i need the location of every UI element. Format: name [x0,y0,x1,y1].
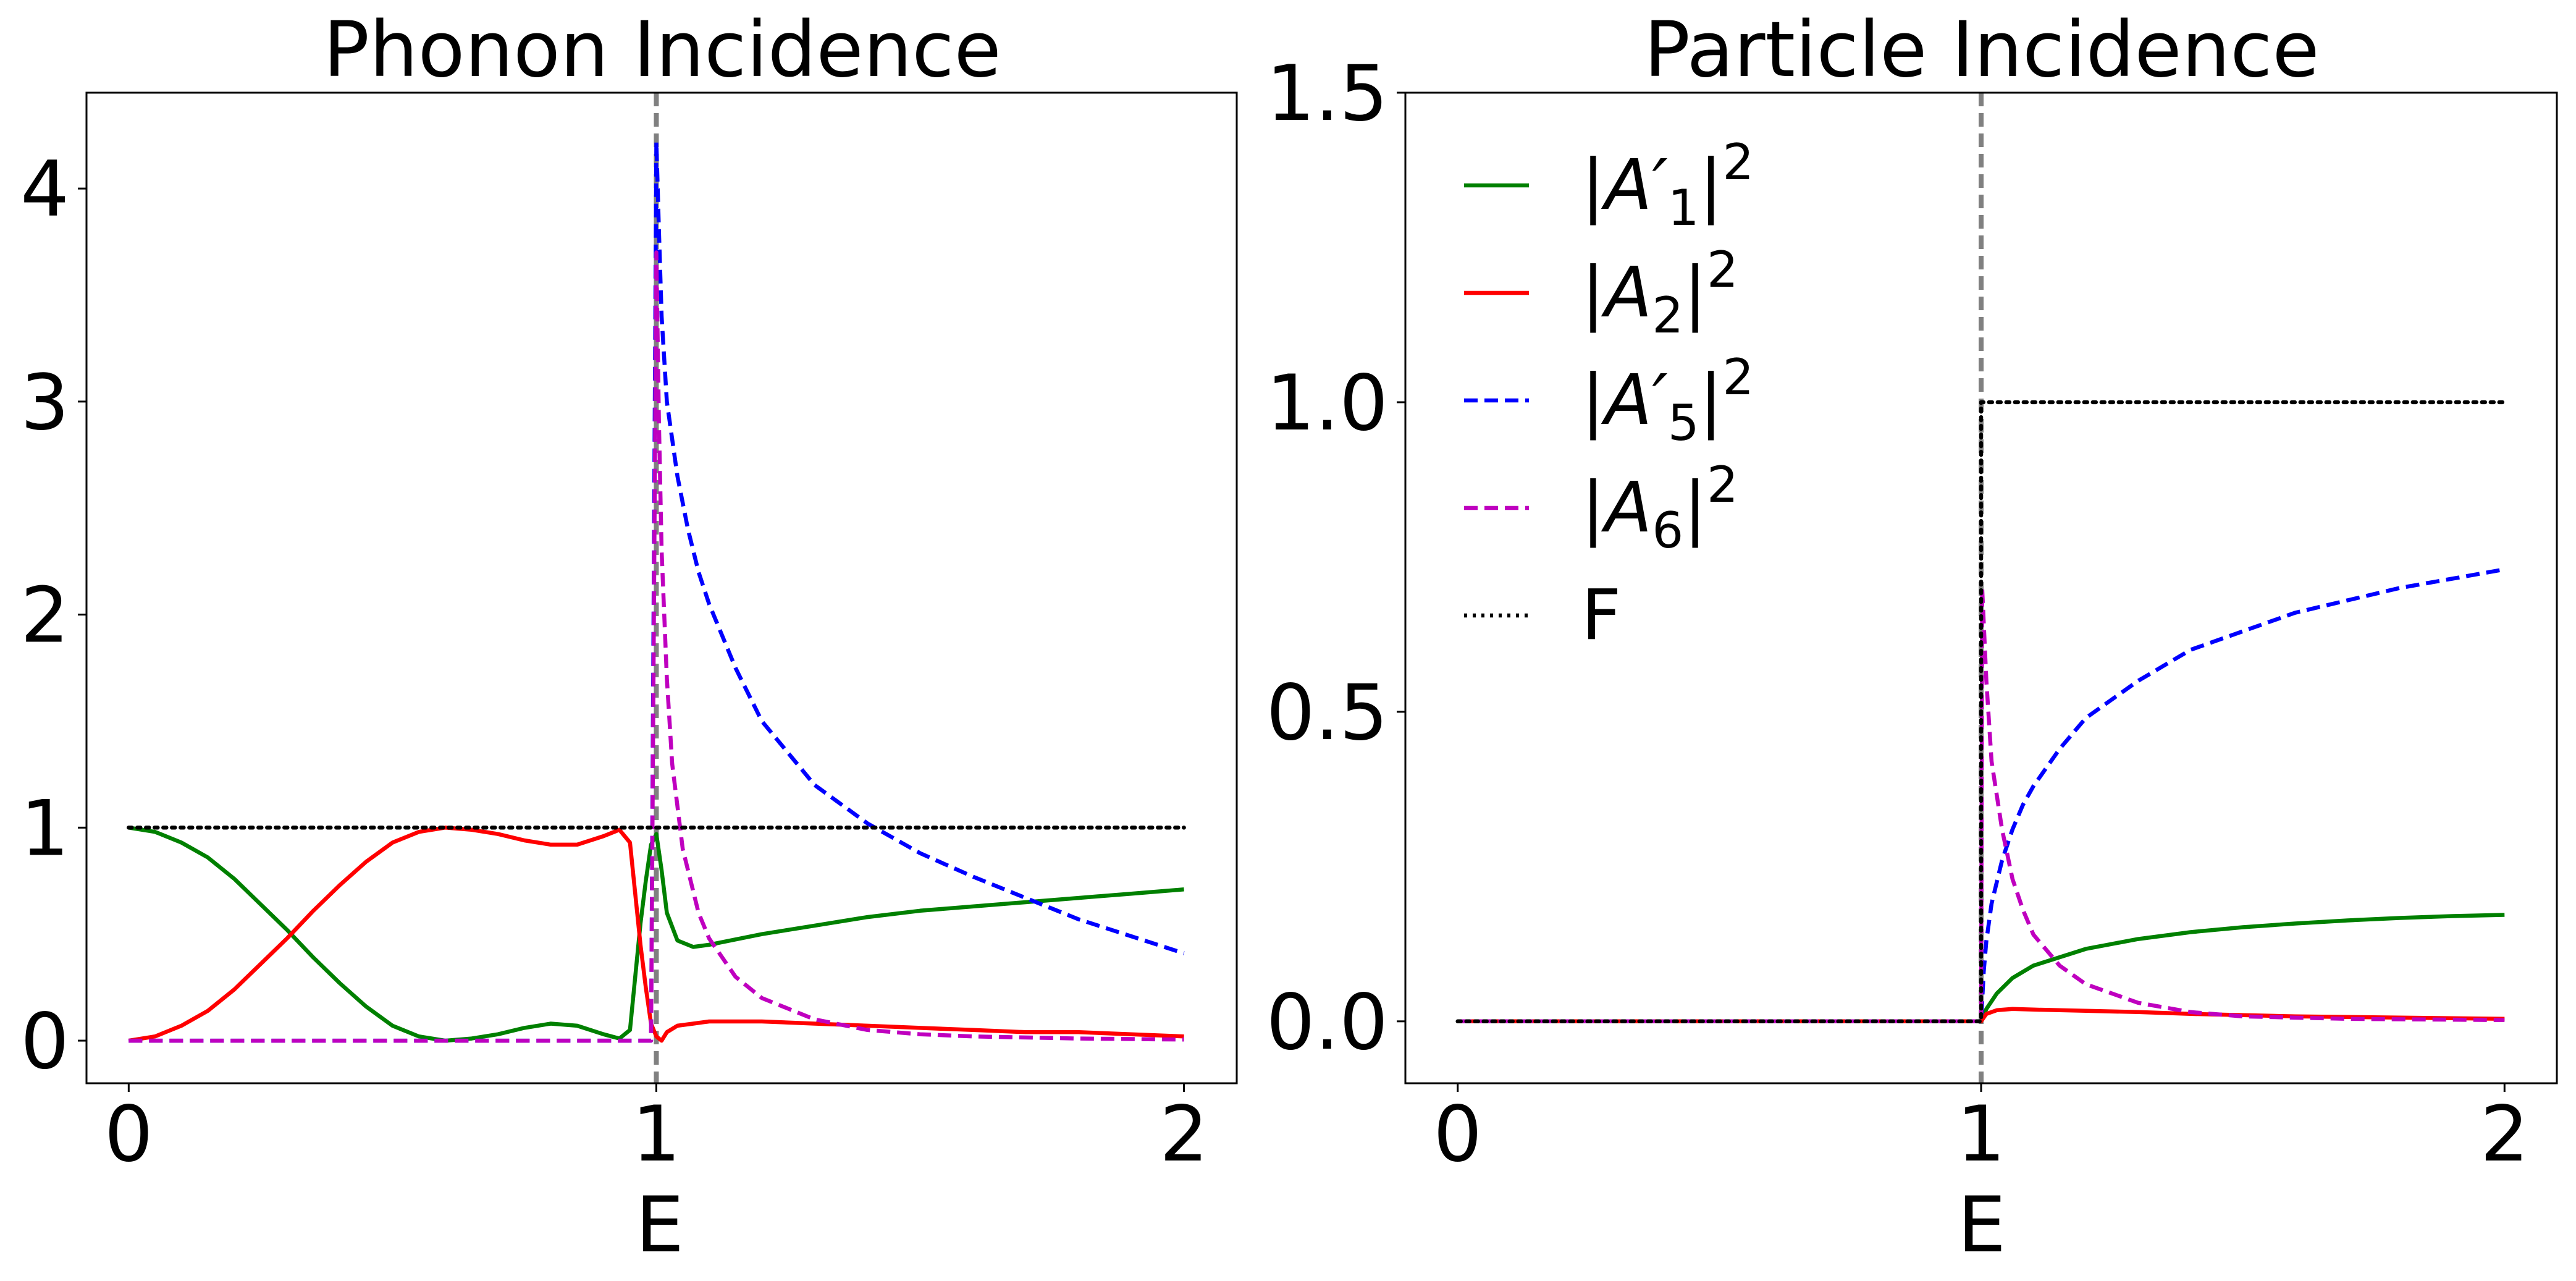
x-tick-label: 2 [1160,1090,1208,1179]
legend-label: |A′5|2 [1581,349,1754,452]
series-line-1 [1457,913,2505,1024]
x-tick-label: 1 [1957,1090,2006,1179]
panel-particle-incidence: Particle Incidence E 0 1 2 0.0 0.5 1.0 1.5 |A′… [1266,6,2558,1270]
series-layer [127,140,1186,1043]
x-tick-label: 0 [104,1090,153,1179]
y-tick-label: 0.0 [1266,978,1388,1067]
x-tick-label: 0 [1433,1090,1482,1179]
panel-title: Particle Incidence [1644,6,2319,95]
series-line-4 [1457,586,2505,1024]
x-axis-label: E [1958,1181,2006,1270]
series-line-3 [1457,567,2505,1024]
x-tick-label: 1 [632,1090,681,1179]
x-axis-label: E [636,1181,684,1270]
axis-ticks: 0 1 2 0 1 2 3 4 [20,145,1208,1179]
legend-label: |A6|2 [1581,456,1738,559]
series-layer [1455,400,2507,1024]
legend: |A′1|2|A2|2|A′5|2|A6|2 F [1464,133,1754,656]
y-tick-label: 1.0 [1266,359,1388,448]
y-tick-label: 0.5 [1266,669,1388,758]
y-tick-label: 4 [20,145,69,234]
axis-ticks: 0 1 2 0.0 0.5 1.0 1.5 [1266,49,2529,1179]
x-tick-label: 2 [2480,1090,2529,1179]
panel-phonon-incidence: Phonon Incidence E 0 1 2 0 1 2 3 4 [20,6,1238,1270]
series-line-1 [128,826,1184,1043]
y-tick-label: 1.5 [1266,49,1388,138]
panel-title: Phonon Incidence [323,6,1001,95]
y-tick-label: 2 [20,572,69,661]
legend-label: |A2|2 [1581,241,1738,344]
legend-label: |A′1|2 [1581,133,1754,237]
series-line-4 [128,250,1184,1043]
series-line-3 [128,140,1185,1043]
legend-label: F [1581,575,1621,656]
y-tick-label: 1 [20,784,69,873]
plot-frame [85,91,1238,1084]
y-tick-label: 0 [20,997,69,1086]
plot-frame [1404,91,2558,1084]
y-tick-label: 3 [20,358,69,447]
series-line-5 [1455,400,2507,1024]
